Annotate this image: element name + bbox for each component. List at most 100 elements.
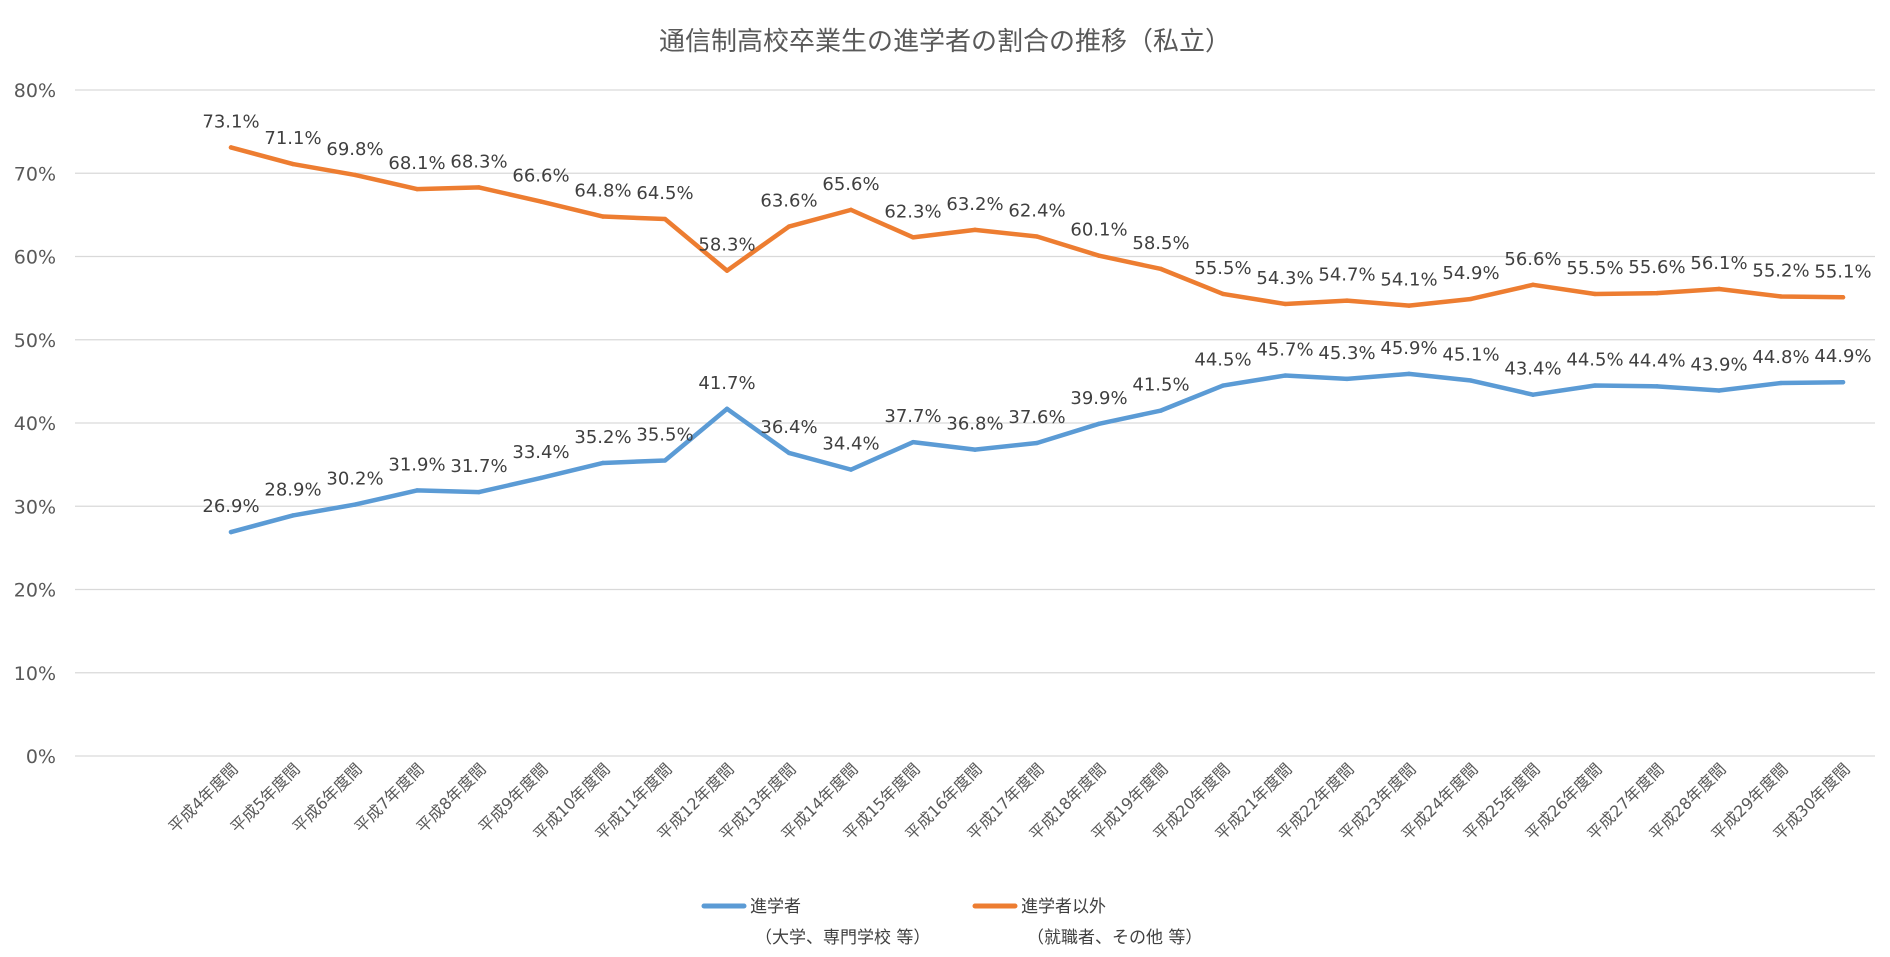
data-point — [538, 475, 544, 481]
data-point — [228, 529, 234, 535]
gridlines — [75, 89, 1875, 757]
data-point — [786, 224, 792, 229]
data-point — [414, 186, 420, 192]
data-label: 71.1% — [264, 128, 321, 149]
data-label: 41.5% — [1132, 375, 1189, 396]
data-point — [600, 460, 606, 466]
data-point — [662, 458, 668, 463]
data-label: 45.7% — [1256, 340, 1313, 361]
data-point — [1592, 291, 1598, 297]
data-point — [786, 450, 792, 456]
data-point — [1840, 295, 1846, 300]
data-label: 58.5% — [1132, 233, 1189, 254]
data-point — [662, 216, 668, 222]
data-point — [290, 513, 296, 518]
data-label: 35.5% — [636, 424, 693, 445]
data-label: 68.3% — [450, 151, 507, 172]
data-point — [1778, 380, 1784, 386]
data-point — [1592, 383, 1598, 388]
series-lines — [228, 145, 1846, 535]
data-point — [1096, 253, 1102, 258]
data-label: 73.1% — [202, 111, 259, 132]
data-label: 55.6% — [1628, 257, 1685, 278]
data-point — [352, 502, 358, 507]
data-label: 39.9% — [1070, 388, 1127, 409]
data-label: 55.2% — [1752, 260, 1809, 281]
data-label: 60.1% — [1070, 220, 1127, 241]
chart-title: 通信制高校卒業生の進学者の割合の推移（私立） — [659, 27, 1231, 57]
data-label: 64.5% — [636, 183, 693, 204]
data-label: 31.7% — [450, 456, 507, 477]
data-point — [1220, 383, 1226, 388]
data-label: 63.6% — [760, 191, 817, 212]
data-point — [228, 145, 234, 150]
legend-sublabel-series-2: （就職者、その他 等） — [1027, 928, 1202, 948]
y-tick-label: 30% — [14, 496, 56, 518]
data-label: 41.7% — [698, 373, 755, 394]
data-label: 58.3% — [698, 235, 755, 256]
data-label: 37.7% — [884, 406, 941, 427]
data-label: 36.4% — [760, 417, 817, 438]
data-point — [1468, 296, 1474, 302]
legend-item-series-1: 進学者 （大学、専門学校 等） — [701, 897, 930, 948]
data-label: 44.9% — [1814, 346, 1871, 367]
data-point — [538, 199, 544, 204]
series-line-1 — [228, 371, 1846, 535]
data-point — [1344, 376, 1350, 382]
data-label: 54.7% — [1318, 265, 1375, 286]
data-label: 44.5% — [1566, 350, 1623, 371]
data-point — [1034, 234, 1040, 239]
data-label: 63.2% — [946, 194, 1003, 215]
data-point — [600, 214, 606, 219]
y-tick-label: 60% — [14, 247, 56, 269]
data-label: 56.1% — [1690, 253, 1747, 274]
data-label: 55.5% — [1194, 258, 1251, 279]
data-label: 66.6% — [512, 166, 569, 187]
data-label: 56.6% — [1504, 249, 1561, 270]
data-point — [1096, 421, 1102, 427]
y-tick-label: 50% — [14, 330, 56, 352]
data-point — [1654, 384, 1660, 389]
data-label: 31.9% — [388, 454, 445, 475]
data-point — [972, 447, 978, 452]
data-point — [1654, 290, 1660, 296]
data-point — [848, 207, 854, 213]
data-label: 64.8% — [574, 181, 631, 202]
data-point — [476, 185, 482, 190]
data-point — [1840, 380, 1846, 385]
data-label: 55.5% — [1566, 258, 1623, 279]
legend-label-series-2: 進学者以外 — [1021, 897, 1106, 917]
data-point — [1530, 392, 1536, 397]
data-label: 30.2% — [326, 469, 383, 490]
data-label: 54.3% — [1256, 268, 1313, 289]
data-label: 33.4% — [512, 442, 569, 463]
data-label: 26.9% — [202, 496, 259, 517]
x-axis-ticks: 平成4年度間平成5年度間平成6年度間平成7年度間平成8年度間平成9年度間平成10… — [165, 759, 1854, 843]
data-point — [910, 235, 916, 240]
data-label: 45.3% — [1318, 343, 1375, 364]
data-label: 65.6% — [822, 174, 879, 195]
data-label: 44.4% — [1628, 350, 1685, 371]
data-point — [1530, 282, 1536, 288]
data-point — [1220, 291, 1226, 297]
data-point — [290, 161, 296, 167]
legend: 進学者 （大学、専門学校 等） 進学者以外 （就職者、その他 等） — [701, 897, 1202, 948]
data-label: 54.9% — [1442, 263, 1499, 284]
data-point — [848, 467, 854, 472]
data-label: 44.8% — [1752, 347, 1809, 368]
data-point — [476, 489, 482, 495]
data-label: 62.4% — [1008, 201, 1065, 222]
data-point — [414, 488, 420, 493]
data-label: 62.3% — [884, 201, 941, 222]
data-point — [1716, 388, 1722, 393]
data-label: 55.1% — [1814, 261, 1871, 282]
data-label: 45.1% — [1442, 345, 1499, 366]
data-label: 34.4% — [822, 434, 879, 455]
data-point — [1344, 298, 1350, 303]
data-point — [1778, 294, 1784, 299]
data-point — [1468, 378, 1474, 383]
data-point — [1716, 286, 1722, 292]
data-label: 54.1% — [1380, 270, 1437, 291]
